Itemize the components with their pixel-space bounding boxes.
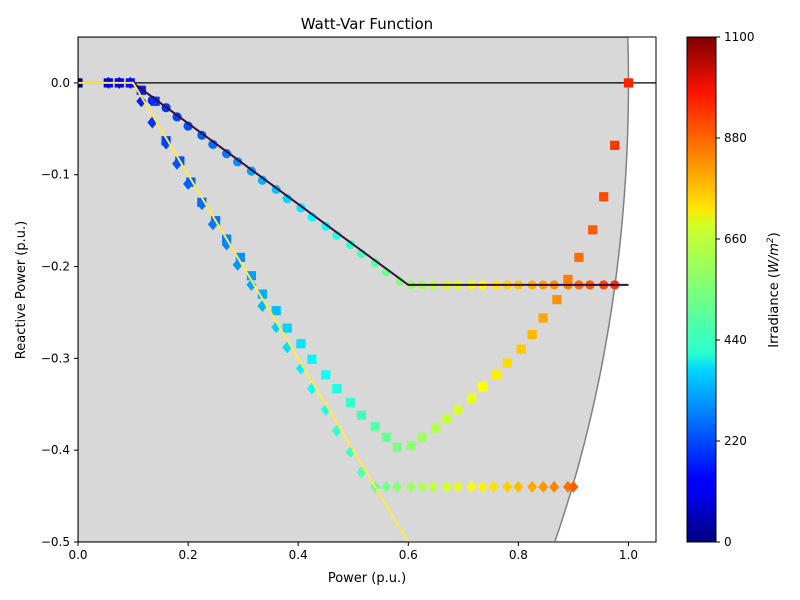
x-tick-label: 0.0 xyxy=(68,548,87,562)
data-point xyxy=(222,149,232,159)
data-point xyxy=(417,432,427,442)
data-point xyxy=(478,382,488,392)
data-point xyxy=(296,339,306,349)
data-point xyxy=(370,421,380,431)
data-point xyxy=(568,480,579,493)
x-tick-label: 0.2 xyxy=(179,548,198,562)
series-square xyxy=(78,78,634,453)
data-point xyxy=(538,480,549,493)
colorbar-tick-label: 880 xyxy=(724,131,747,145)
data-point xyxy=(307,354,317,364)
data-point xyxy=(282,194,292,204)
x-tick-label: 1.0 xyxy=(619,548,638,562)
data-point xyxy=(538,313,548,323)
data-point xyxy=(428,480,439,493)
chart-title: Watt-Var Function xyxy=(301,15,433,33)
data-point xyxy=(246,271,256,281)
data-point xyxy=(150,96,160,106)
x-axis-label: Power (p.u.) xyxy=(328,571,406,586)
data-point xyxy=(549,480,560,493)
data-point xyxy=(513,480,524,493)
data-point xyxy=(392,442,402,453)
data-point xyxy=(562,480,573,493)
data-point xyxy=(477,480,488,493)
reference-line-2 xyxy=(78,81,629,542)
colorbar-gradient xyxy=(686,36,717,543)
data-point xyxy=(452,480,463,493)
data-point xyxy=(332,384,342,394)
colorbar-label-exponent: 2 xyxy=(766,237,776,243)
y-tick-label: −0.3 xyxy=(41,351,70,365)
data-point xyxy=(183,177,194,190)
y-tick-label: −0.1 xyxy=(41,168,70,182)
colorbar-tick-label: 220 xyxy=(724,434,747,448)
y-axis-label: Reactive Power (p.u.) xyxy=(14,221,29,359)
data-point xyxy=(502,358,512,368)
data-point xyxy=(257,289,268,299)
data-point xyxy=(491,370,501,380)
data-point xyxy=(406,480,417,493)
data-point xyxy=(552,295,562,305)
data-point xyxy=(417,480,428,493)
plot-frame xyxy=(77,36,657,543)
data-point xyxy=(235,252,245,262)
data-point xyxy=(466,480,477,493)
y-tick-label: −0.4 xyxy=(41,443,70,457)
data-point xyxy=(345,239,356,250)
y-tick-label: −0.2 xyxy=(41,260,70,274)
data-point xyxy=(431,423,441,433)
data-point xyxy=(516,344,526,354)
colorbar-label: Irradiance (W/m2) xyxy=(766,232,782,347)
colorbar-tick-label: 0 xyxy=(724,535,732,549)
data-point xyxy=(441,480,452,493)
data-point xyxy=(563,274,573,284)
y-tick-label: 0.0 xyxy=(51,76,70,90)
data-point xyxy=(233,157,243,167)
data-point xyxy=(370,258,380,268)
colorbar-tick-label: 1100 xyxy=(724,30,755,44)
data-point xyxy=(574,252,584,262)
data-point xyxy=(502,480,513,493)
data-point xyxy=(136,95,147,108)
data-point xyxy=(442,414,452,424)
data-point xyxy=(257,175,268,185)
colorbar-label-prefix: Irradiance ( xyxy=(767,273,782,348)
x-tick-label: 0.8 xyxy=(509,548,528,562)
data-point xyxy=(136,85,146,95)
data-point xyxy=(271,306,281,316)
data-point xyxy=(406,440,416,451)
colorbar: 0 220 440 660 880 1100 Irradiance (W/m2) xyxy=(686,30,782,549)
colorbar-tick-label: 440 xyxy=(724,333,747,347)
data-point xyxy=(246,278,257,291)
data-point xyxy=(466,394,477,404)
data-point xyxy=(282,323,292,333)
data-point xyxy=(392,480,403,493)
data-point xyxy=(381,432,391,442)
data-point xyxy=(588,225,598,235)
data-point xyxy=(527,480,538,493)
colorbar-tick-label: 660 xyxy=(724,232,747,246)
data-point xyxy=(527,329,537,340)
data-point xyxy=(453,405,463,415)
data-point xyxy=(345,397,356,408)
data-point xyxy=(610,140,620,150)
x-tick-label: 0.4 xyxy=(289,548,308,562)
y-tick-label: −0.5 xyxy=(41,535,70,549)
x-tick-label: 0.6 xyxy=(399,548,418,562)
colorbar-label-suffix: ) xyxy=(767,232,782,237)
plot-area: 0.0 0.2 0.4 0.6 0.8 1.0 0.0 −0.1 −0.2 −0.3 −0.4 −0… xyxy=(41,36,657,562)
data-point xyxy=(381,480,392,493)
data-point xyxy=(321,370,331,380)
data-point xyxy=(623,78,634,88)
data-point xyxy=(488,480,499,493)
data-point xyxy=(395,276,405,286)
capability-region xyxy=(78,37,630,542)
data-point xyxy=(599,192,609,202)
colorbar-label-unit: W/m xyxy=(767,243,782,273)
data-point xyxy=(356,410,367,420)
